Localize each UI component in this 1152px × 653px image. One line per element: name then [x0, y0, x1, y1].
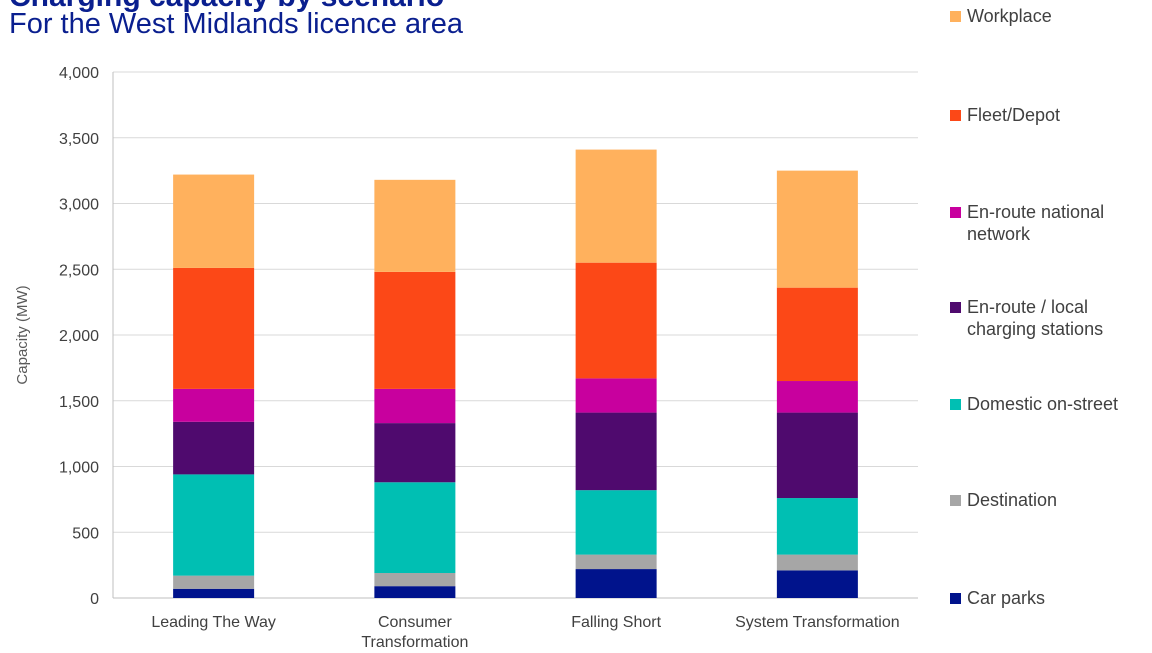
- legend-item: Domestic on-street: [950, 393, 1118, 415]
- bar-segment: [173, 474, 255, 576]
- bar-segment: [374, 482, 456, 574]
- legend-item: Car parks: [950, 587, 1045, 609]
- legend-label: Destination: [967, 490, 1058, 510]
- legend-item: Destination: [950, 489, 1057, 511]
- bar-segment: [776, 412, 858, 499]
- legend-label: En-route national network: [967, 202, 1105, 244]
- stacked-bar-chart: 0 500 1,000 1,500 2,000 2,500 3,000 3,500 4,000 C…: [14, 65, 918, 651]
- legend-item: En-route national network: [950, 201, 1104, 245]
- bar-segment: [374, 388, 456, 424]
- bar-segment: [173, 174, 255, 268]
- x-tick-label: Leading The Way: [151, 614, 276, 631]
- legend-swatch: [950, 593, 961, 604]
- legend-swatch: [950, 302, 961, 313]
- legend-label: Workplace: [967, 6, 1052, 26]
- y-tick-label: 0: [90, 591, 99, 608]
- y-tick-label: 3,500: [59, 131, 99, 148]
- legend-label: Domestic on-street: [967, 394, 1119, 414]
- bar-segment: [173, 267, 255, 389]
- legend-swatch: [950, 110, 961, 121]
- legend-swatch: [950, 399, 961, 410]
- legend-item: En-route / local charging stations: [950, 296, 1103, 340]
- bar-segment: [374, 586, 456, 598]
- bar-segment: [575, 569, 657, 598]
- bar-segment: [374, 573, 456, 587]
- legend-label: Fleet/Depot: [967, 105, 1061, 125]
- y-tick-label: 500: [72, 525, 99, 542]
- x-tick-label: Consumer Transformation: [361, 614, 468, 651]
- y-tick-label: 1,000: [59, 460, 99, 477]
- legend-label: Car parks: [967, 588, 1046, 608]
- legend-label: En-route / local charging stations: [967, 297, 1104, 339]
- bar-segment: [776, 381, 858, 413]
- y-tick-label: 3,000: [59, 197, 99, 214]
- bar-segment: [776, 170, 858, 288]
- bar-segment: [575, 149, 657, 263]
- bar-segment: [776, 554, 858, 571]
- bar-segment: [776, 498, 858, 555]
- bar-segment: [374, 423, 456, 483]
- legend-swatch: [950, 207, 961, 218]
- bar-segment: [575, 262, 657, 379]
- bar-segment: [173, 421, 255, 475]
- bar-segment: [575, 554, 657, 570]
- legend-item: Workplace: [950, 5, 1052, 27]
- y-tick-label: 1,500: [59, 394, 99, 411]
- legend-swatch: [950, 495, 961, 506]
- bar-segment: [374, 271, 456, 389]
- bar-segment: [575, 378, 657, 413]
- bar-segment: [173, 388, 255, 422]
- y-axis-label: Capacity (MW): [14, 285, 31, 384]
- bar-segment: [374, 179, 456, 272]
- bar-segment: [776, 287, 858, 382]
- legend-swatch: [950, 11, 961, 22]
- bar-segment: [173, 575, 255, 589]
- chart-subtitle: For the West Midlands licence area: [9, 8, 464, 40]
- y-tick-label: 2,000: [59, 328, 99, 345]
- legend-item: Fleet/Depot: [950, 104, 1060, 126]
- bar-segment: [575, 490, 657, 555]
- y-tick-label: 2,500: [59, 262, 99, 279]
- bar-segment: [776, 570, 858, 598]
- x-tick-label: System Transformation: [735, 614, 900, 631]
- x-tick-label: Falling Short: [571, 614, 661, 631]
- chart-legend: Workplace Fleet/Depot En-route national ne…: [950, 0, 1150, 653]
- bar-segment: [575, 412, 657, 491]
- bar-segment: [173, 588, 255, 598]
- y-tick-label: 4,000: [59, 65, 99, 82]
- chart-title: Charging capacity by scenario: [9, 0, 444, 14]
